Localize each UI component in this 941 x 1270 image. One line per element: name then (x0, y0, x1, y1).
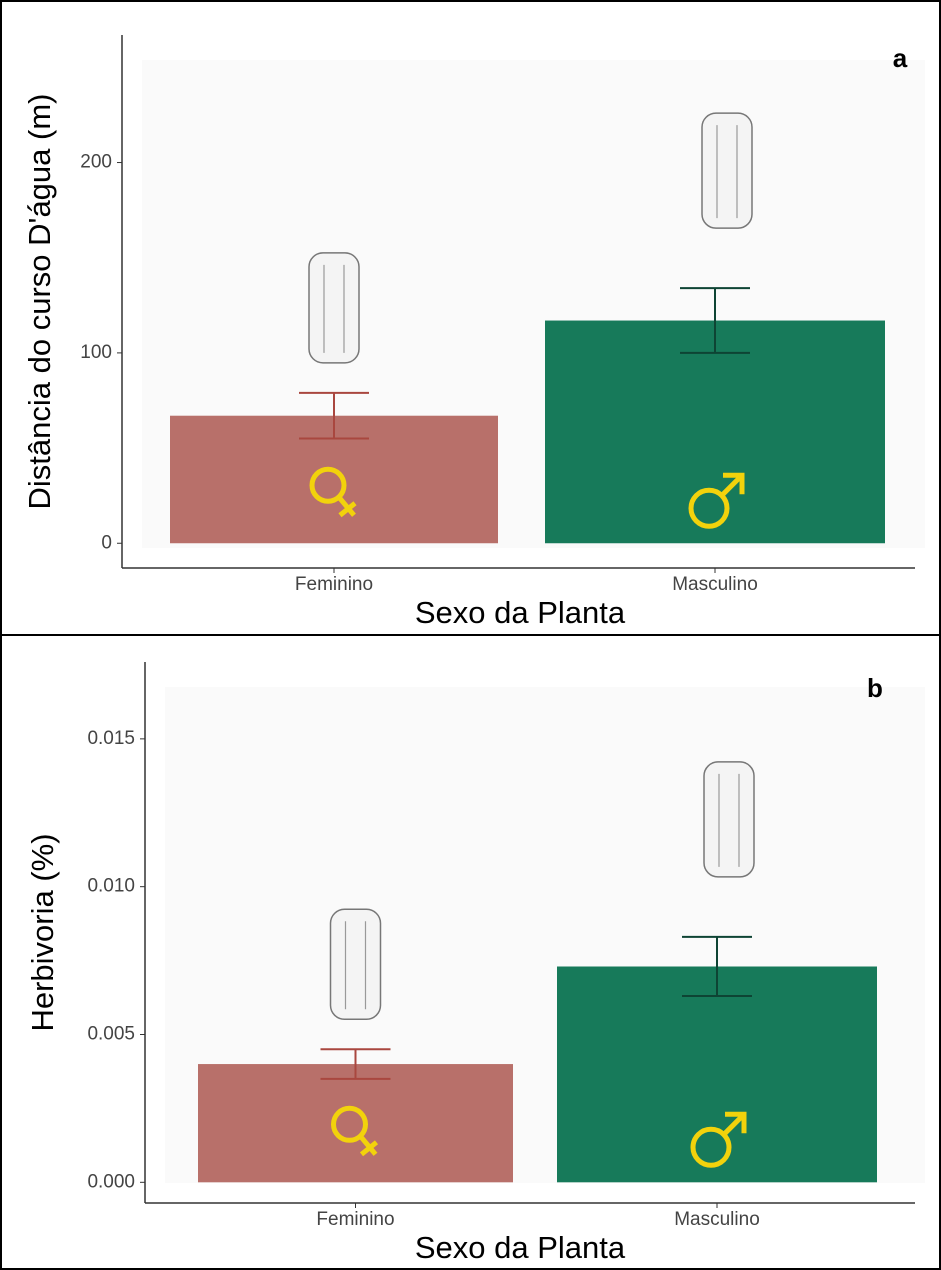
x-axis-label: Sexo da Planta (415, 1230, 626, 1265)
y-tick-label: 0.015 (87, 728, 135, 749)
y-tick-label: 100 (80, 342, 112, 363)
x-tick-label: Masculino (674, 1209, 760, 1230)
plant-drawing (331, 909, 381, 1019)
page: 0 100 200 Feminino Masculino a Sexo da Planta D… (0, 0, 941, 1270)
panel-label: a (893, 43, 908, 73)
x-tick-label: Masculino (672, 574, 758, 595)
y-tick-label: 0.005 (87, 1024, 135, 1045)
plant-drawing (704, 762, 754, 877)
bar (198, 1064, 513, 1182)
x-tick-label: Feminino (295, 574, 373, 595)
y-tick-label: 0.000 (87, 1171, 135, 1192)
plant-drawing (702, 113, 752, 228)
y-tick-label: 200 (80, 152, 112, 173)
plant-drawing (309, 253, 359, 363)
bar (545, 321, 885, 544)
y-axis-label: Distância do curso D'água (m) (22, 94, 57, 510)
y-tick-label: 0 (101, 532, 112, 553)
x-axis-label: Sexo da Planta (415, 595, 626, 630)
y-axis-label: Herbivoria (%) (25, 833, 60, 1031)
panel-label: b (867, 673, 883, 703)
x-tick-label: Feminino (316, 1209, 394, 1230)
bar (557, 966, 877, 1182)
y-tick-label: 0.010 (87, 876, 135, 897)
figure: 0 100 200 Feminino Masculino a Sexo da Planta D… (0, 0, 941, 1270)
